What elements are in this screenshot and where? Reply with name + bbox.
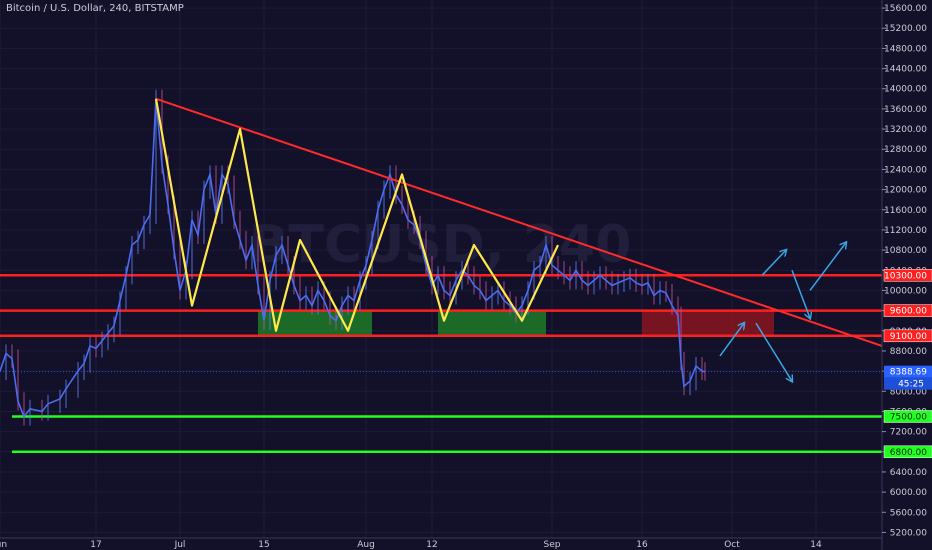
- y-tick-label: 10800.00: [884, 246, 927, 256]
- projection-arrow-4: [809, 243, 846, 291]
- level-tag-10300: 10300.00: [884, 271, 927, 281]
- x-tick-label: 15: [258, 540, 269, 550]
- price-tags: 10300.00 9600.00 9100.00 7500.00 6800.00 8388…: [883, 269, 932, 459]
- watermark: BTCUSD, 240: [249, 215, 632, 275]
- chart-title: Bitcoin / U.S. Dollar, 240, BITSTAMP: [6, 3, 184, 14]
- current-price-tag: 8388.69: [890, 368, 927, 378]
- level-tag-9600: 9600.00: [890, 307, 927, 317]
- y-tick-label: 11200.00: [884, 226, 927, 236]
- y-tick-label: 5200.00: [890, 528, 927, 538]
- x-tick-label: Jun: [0, 540, 7, 550]
- projection-arrow-2: [761, 250, 786, 276]
- level-tag-6800: 6800.00: [890, 448, 927, 458]
- price-line: [0, 98, 706, 419]
- x-tick-label: Sep: [544, 540, 561, 550]
- countdown-tag-bg: [884, 377, 932, 390]
- y-tick-label: 10000.00: [884, 286, 927, 296]
- y-tick-label: 14400.00: [884, 65, 927, 75]
- level-tag-10300-bg: [883, 269, 932, 282]
- x-tick-label: 17: [90, 540, 101, 550]
- y-tick-label: 15600.00: [884, 4, 927, 14]
- level-tag-9100: 9100.00: [890, 332, 927, 342]
- y-tick-label: 6400.00: [890, 468, 927, 478]
- y-tick-label: 12000.00: [884, 186, 927, 196]
- trendline: [155, 97, 883, 347]
- level-tag-9100-bg: [883, 329, 932, 343]
- countdown-tag: 45:25: [898, 380, 924, 390]
- x-tick-label: 12: [426, 540, 437, 550]
- zigzag-line: [154, 98, 559, 332]
- x-tick-label: Oct: [724, 540, 740, 550]
- level-tag-9600-bg: [883, 304, 932, 317]
- level-tag-7500-bg: [883, 410, 932, 423]
- x-tick-label: 16: [636, 540, 648, 550]
- x-tick-label: Aug: [357, 540, 375, 550]
- y-tick-label: 12800.00: [884, 145, 927, 155]
- y-tick-label: 8800.00: [890, 347, 927, 357]
- x-tick-label: 14: [810, 540, 822, 550]
- trendline-group: [155, 97, 883, 347]
- level-tag-6800-bg: [883, 445, 932, 459]
- y-tick-label: 7200.00: [890, 428, 927, 438]
- projection-arrow-1: [755, 322, 792, 381]
- y-tick-label: 13600.00: [884, 105, 927, 115]
- y-tick-label: 14800.00: [884, 44, 927, 54]
- y-tick-label: 14000.00: [884, 85, 927, 95]
- y-tick-label: 6000.00: [890, 488, 927, 498]
- level-tag-7500: 7500.00: [890, 412, 927, 422]
- projection-arrow-3: [791, 269, 810, 318]
- x-tick-label: Jul: [174, 540, 186, 550]
- projection-arrows: [719, 243, 846, 382]
- zone-2: [642, 310, 774, 336]
- projection-arrow-0: [719, 323, 744, 357]
- y-tick-label: 8000.00: [890, 387, 927, 397]
- zigzag-group: [154, 98, 559, 332]
- zone-1: [438, 310, 546, 336]
- y-tick-label: 11600.00: [884, 206, 927, 216]
- y-tick-label: 15200.00: [884, 24, 927, 34]
- y-tick-label: 13200.00: [884, 125, 927, 135]
- y-tick-label: 5600.00: [890, 508, 927, 518]
- y-tick-label: 12400.00: [884, 165, 927, 175]
- current-price-tag-bg: [884, 365, 932, 378]
